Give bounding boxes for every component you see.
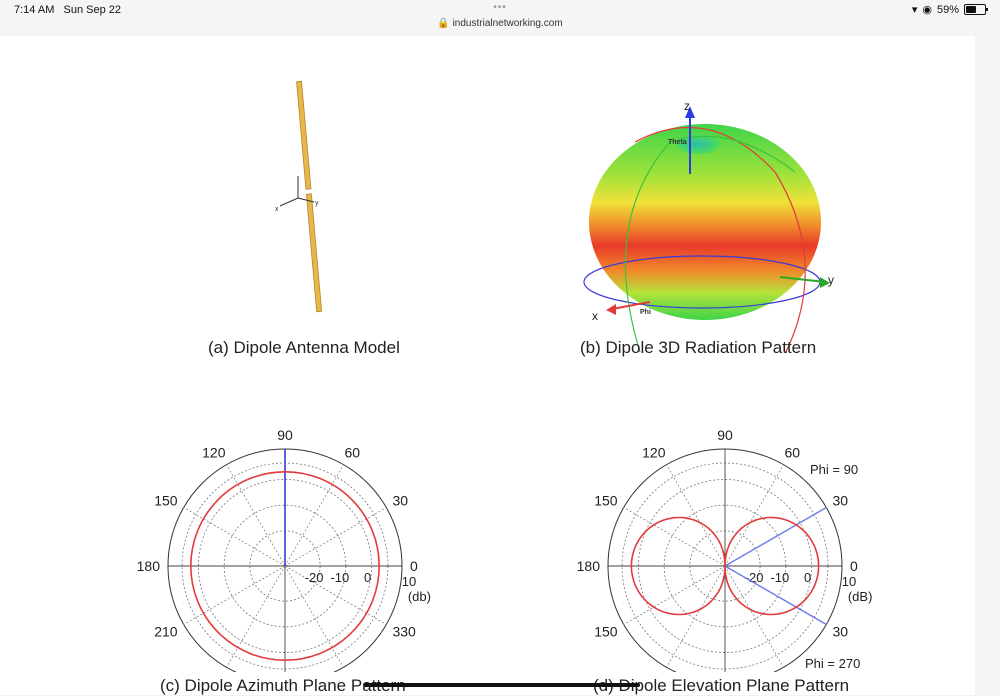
polar-spoke-11 [284, 565, 387, 625]
phi-reference-line-1 [724, 565, 827, 626]
angle-label-120: 120 [202, 445, 226, 461]
theta-arc-red [634, 126, 806, 352]
radial-tick-0: 0 [804, 570, 811, 585]
battery-percent: 59% [936, 3, 959, 16]
angle-label-120: 120 [642, 671, 666, 672]
polar-spoke-5 [623, 507, 726, 567]
caption-c: (c) Dipole Azimuth Plane Pattern [160, 676, 406, 695]
radial-tick--20: -20 [745, 570, 764, 585]
axis-x-label: x [592, 309, 598, 323]
caption-a: (a) Dipole Antenna Model [208, 338, 400, 357]
angle-label-30: 30 [832, 493, 848, 509]
radiation-torus [589, 124, 821, 320]
x-axis-arrow [611, 301, 651, 310]
status-bar: 7:14 AM Sun Sep 22 ••• 🔒 industrialnetwo… [0, 0, 1000, 36]
elevation-pattern-curve [630, 516, 820, 616]
angle-label-30: 30 [832, 624, 848, 640]
radial-tick--20: -20 [305, 570, 324, 585]
status-time: 7:14 AM Sun Sep 22 [14, 4, 122, 16]
angle-label-90: 90 [717, 427, 733, 443]
page-margin [975, 36, 1000, 695]
theta-label: Theta [668, 139, 687, 146]
radial-tick-0: 0 [364, 570, 371, 585]
model-axis-y [297, 197, 315, 203]
page-content: x y (a) Dipole Antenna Model [0, 36, 975, 695]
angle-label-300: 300 [345, 671, 369, 672]
azimuth-pattern-curve [190, 471, 380, 661]
polar-spoke-4 [226, 464, 286, 567]
polar-spoke-10 [284, 565, 344, 668]
angle-label-150: 150 [594, 624, 618, 640]
radial-tick-10: 10 [842, 574, 856, 589]
angle-label-150: 150 [594, 493, 618, 509]
radiation-3d-figure: z y x Theta Phi [583, 99, 834, 352]
polar-spoke-10 [724, 565, 784, 668]
polar-spoke-4 [666, 464, 726, 567]
phi-90-label: Phi = 90 [810, 462, 858, 477]
radial-tick--10: -10 [330, 570, 349, 585]
polar-spoke-7 [623, 565, 726, 625]
azimuth-polar-chart: 0306090120150180210240270300330-20-10010… [137, 427, 431, 672]
home-indicator[interactable] [363, 683, 640, 687]
status-indicators: ▾ ◉ 59% [911, 3, 988, 16]
angle-label-30: 30 [392, 493, 408, 509]
polar-spoke-8 [666, 565, 726, 668]
angle-label-120: 120 [642, 445, 666, 461]
wifi-icon: ▾ [911, 4, 918, 16]
battery-icon [964, 4, 988, 15]
angle-label-210: 210 [154, 624, 178, 640]
angle-label-180: 180 [137, 558, 161, 574]
polar-spoke-5 [183, 507, 286, 567]
radial-unit-label: (db) [408, 589, 431, 604]
angle-label-0: 0 [850, 558, 858, 574]
angle-label-180: 180 [577, 558, 601, 574]
dipole-lower-arm [305, 193, 323, 313]
phi-label: Phi [640, 309, 651, 316]
radial-tick-10: 10 [402, 574, 416, 589]
y-axis-arrow [779, 276, 826, 283]
axis-z-label: z [684, 99, 690, 113]
polar-spoke-1 [284, 507, 387, 567]
polar-spoke-2 [284, 464, 344, 567]
tab-dots-icon[interactable]: ••• [493, 2, 507, 13]
polar-spoke-7 [183, 565, 286, 625]
radial-unit-label: (dB) [848, 589, 873, 604]
angle-label-0: 0 [410, 558, 418, 574]
angle-label-90: 90 [277, 427, 293, 443]
angle-label-330: 330 [392, 624, 416, 640]
model-axis-x [279, 197, 299, 207]
model-axis-y-label: y [315, 200, 319, 207]
caption-b: (b) Dipole 3D Radiation Pattern [580, 338, 817, 357]
angle-label-60: 60 [785, 445, 801, 461]
phi-reference-line-0 [724, 506, 827, 567]
elevation-polar-chart: 0306090120150180150120906030-20-10010(dB… [577, 427, 873, 672]
radiation-null-dimple [676, 134, 720, 154]
theta-arc-green [624, 135, 796, 352]
dipole-upper-arm [296, 80, 312, 190]
model-axis-x-label: x [275, 206, 279, 213]
phi-270-label: Phi = 270 [805, 656, 860, 671]
angle-label-60: 60 [345, 445, 361, 461]
axis-y-label: y [828, 273, 834, 287]
angle-label-150: 150 [154, 493, 178, 509]
polar-spoke-2 [724, 464, 784, 567]
url-bar[interactable]: 🔒 industrialnetworking.com [437, 18, 563, 29]
angle-label-240: 240 [202, 671, 226, 672]
dipole-model-figure: x y [275, 80, 323, 313]
caption-d: (d) Dipole Elevation Plane Pattern [593, 676, 850, 695]
radial-tick--10: -10 [770, 570, 789, 585]
angle-label-60: 60 [785, 671, 801, 672]
lock-rotation-icon: ◉ [922, 4, 932, 16]
polar-spoke-8 [226, 565, 286, 668]
